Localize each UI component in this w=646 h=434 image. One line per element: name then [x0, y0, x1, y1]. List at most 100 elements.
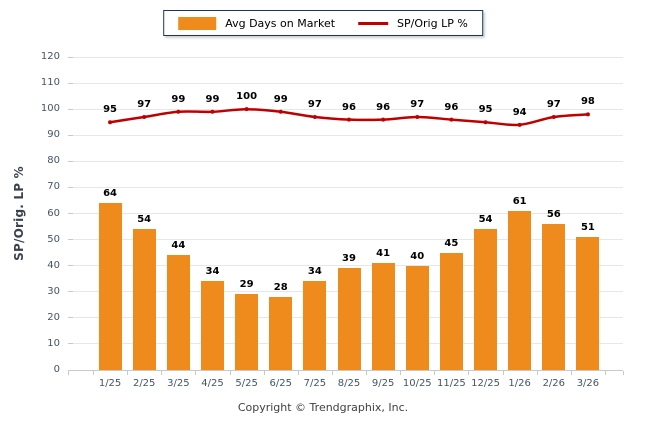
gridline-50: [68, 239, 623, 241]
line-value-label-9/25: 96: [376, 101, 391, 113]
y-tick-mark-30: [68, 291, 73, 293]
x-tick-mark-2: [127, 371, 129, 375]
gridline-70: [68, 186, 623, 188]
line-value-label-1/25: 95: [103, 104, 118, 116]
trend-line: [108, 107, 590, 127]
bar-value-label-3/25: 44: [171, 240, 186, 252]
line-point-marker: [585, 112, 590, 117]
y-tick-mark-50: [68, 239, 73, 241]
y-tick-label-120: 120: [40, 51, 60, 62]
line-point-marker: [142, 114, 147, 119]
x-tick-label-9/25: 9/25: [371, 378, 395, 389]
y-tick-label-100: 100: [40, 103, 60, 115]
bar-6/25: [269, 296, 293, 370]
gridline-120: [68, 56, 623, 58]
x-tick-mark-6: [263, 371, 265, 375]
line-value-label-3/26: 98: [580, 96, 595, 108]
x-tick-label-8/25: 8/25: [337, 378, 361, 389]
x-tick-label-1/26: 1/26: [508, 378, 531, 389]
line-value-label-8/25: 96: [342, 101, 356, 113]
line-value-label-2/25: 97: [137, 98, 152, 110]
gridline-40: [68, 265, 623, 267]
x-tick-mark-15: [570, 371, 572, 375]
copyright-text: Copyright © Trendgraphix, Inc.: [237, 401, 409, 414]
bar-3/26: [576, 236, 600, 370]
bar-value-label-10/25: 40: [410, 250, 425, 262]
gridline-80: [68, 160, 623, 162]
bar-value-label-11/25: 45: [444, 237, 459, 249]
x-tick-mark-17: [623, 371, 624, 375]
line-point-marker: [108, 120, 113, 125]
line-value-label-6/25: 99: [273, 93, 288, 105]
gridline-110: [68, 82, 623, 84]
y-tick-label-80: 80: [47, 155, 60, 167]
x-tick-mark-11: [434, 371, 436, 375]
bar-1/25: [98, 203, 122, 370]
bar-5/25: [235, 294, 259, 370]
x-tick-label-3/26: 3/26: [576, 378, 600, 389]
bar-11/25: [439, 252, 463, 370]
bar-legend-label: Avg Days on Market: [225, 16, 336, 30]
bar-2/25: [132, 229, 156, 370]
gridline-90: [68, 134, 623, 136]
y-tick-label-90: 90: [47, 129, 60, 141]
line-legend-swatch-icon: [358, 21, 389, 25]
line-point-marker: [278, 109, 283, 114]
bar-value-label-2/26: 56: [546, 208, 561, 220]
x-tick-mark-8: [331, 371, 333, 375]
y-tick-label-20: 20: [47, 311, 60, 323]
line-point-marker: [176, 109, 181, 114]
bar-value-label-3/26: 51: [580, 221, 595, 233]
x-tick-mark-14: [536, 371, 538, 375]
x-axis-line: [68, 370, 623, 371]
x-tick-mark-7: [297, 371, 299, 375]
x-tick-label-3/25: 3/25: [167, 378, 190, 389]
gridline-60: [68, 213, 623, 214]
y-tick-label-60: 60: [47, 207, 60, 219]
line-point-marker: [517, 122, 522, 127]
y-tick-mark-110: [68, 82, 73, 84]
bar-value-label-12/25: 54: [478, 214, 493, 226]
line-value-label-3/25: 99: [171, 93, 186, 105]
line-point-marker: [551, 114, 556, 119]
legend: Avg Days on Market SP/Orig LP %: [163, 10, 483, 36]
x-tick-mark-10: [400, 371, 402, 375]
bar-12/25: [474, 229, 498, 370]
bar-value-label-8/25: 39: [342, 253, 356, 265]
bar-4/25: [200, 281, 224, 370]
x-tick-label-4/25: 4/25: [201, 378, 224, 389]
x-tick-mark-0: [68, 371, 69, 375]
x-tick-mark-4: [195, 371, 197, 375]
bar-value-label-4/25: 34: [205, 266, 220, 278]
y-tick-mark-70: [68, 186, 73, 188]
bar-legend-swatch-icon: [178, 16, 217, 30]
bar-value-label-9/25: 41: [376, 248, 391, 260]
x-tick-label-6/25: 6/25: [269, 378, 292, 389]
y-tick-label-50: 50: [47, 233, 60, 245]
y-tick-mark-120: [68, 56, 73, 58]
line-value-label-12/25: 95: [478, 104, 493, 116]
y-tick-mark-90: [68, 134, 73, 136]
y-tick-label-10: 10: [47, 337, 60, 349]
bar-value-label-6/25: 28: [273, 281, 288, 293]
line-value-label-4/25: 99: [205, 93, 220, 105]
y-tick-label-0: 0: [53, 364, 60, 375]
x-tick-label-5/25: 5/25: [235, 378, 258, 389]
x-tick-label-12/25: 12/25: [471, 378, 500, 389]
x-tick-label-7/25: 7/25: [303, 378, 327, 389]
y-tick-label-110: 110: [40, 77, 60, 89]
bar-10/25: [405, 265, 429, 370]
bar-value-label-1/26: 61: [512, 195, 527, 207]
line-legend-label: SP/Orig LP %: [397, 16, 468, 30]
line-point-marker: [415, 114, 420, 119]
y-tick-label-40: 40: [47, 259, 60, 271]
bar-value-label-7/25: 34: [307, 266, 322, 278]
bar-7/25: [303, 281, 327, 370]
bar-value-label-5/25: 29: [239, 279, 254, 291]
x-tick-label-11/25: 11/25: [436, 378, 466, 389]
bar-value-label-2/25: 54: [137, 214, 152, 226]
line-point-marker: [381, 117, 386, 122]
y-tick-mark-80: [68, 160, 73, 162]
bar-2/26: [542, 223, 566, 370]
x-tick-label-1/25: 1/25: [98, 378, 122, 389]
